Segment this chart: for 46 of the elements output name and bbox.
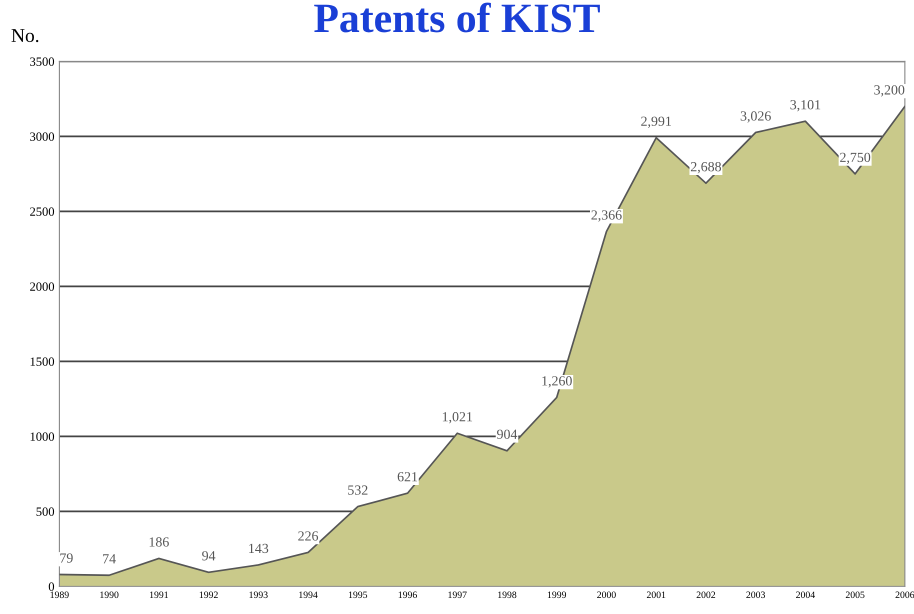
data-label: 532 bbox=[348, 485, 368, 495]
data-label: 904 bbox=[497, 430, 518, 439]
data-label: 2,366 bbox=[591, 210, 622, 222]
x-tick-label: 2006 bbox=[896, 592, 914, 598]
data-label: 79 bbox=[60, 553, 73, 563]
data-label: 2,688 bbox=[690, 162, 722, 174]
x-tick-label: 1995 bbox=[348, 592, 368, 598]
data-label: 186 bbox=[150, 537, 169, 547]
x-tick-label: 1990 bbox=[100, 592, 118, 598]
data-label: 621 bbox=[398, 472, 418, 482]
data-label: 74 bbox=[103, 554, 116, 564]
data-label: 3,200 bbox=[874, 85, 904, 97]
y-tick-label: 1500 bbox=[30, 357, 54, 366]
data-label: 2,991 bbox=[641, 116, 671, 128]
data-label: 3,101 bbox=[790, 100, 820, 112]
x-tick-label: 2000 bbox=[597, 592, 616, 598]
data-label: 143 bbox=[249, 544, 268, 554]
data-label: 1,021 bbox=[442, 412, 472, 424]
chart-title: Patents of KIST bbox=[314, 2, 600, 32]
y-tick-label: 1000 bbox=[30, 432, 54, 441]
data-label: 3,026 bbox=[740, 111, 771, 123]
x-tick-label: 2004 bbox=[796, 592, 815, 598]
x-tick-label: 1993 bbox=[249, 592, 268, 598]
data-label: 1,260 bbox=[542, 376, 572, 388]
y-tick-label: 3500 bbox=[30, 57, 54, 66]
x-tick-label: 2003 bbox=[746, 592, 766, 598]
x-tick-label: 1996 bbox=[398, 592, 417, 598]
y-tick-label: 3000 bbox=[30, 132, 54, 141]
x-tick-label: 1991 bbox=[150, 592, 168, 598]
x-tick-label: 1992 bbox=[200, 592, 218, 598]
x-tick-label: 1999 bbox=[548, 592, 566, 598]
x-tick-label: 2001 bbox=[646, 592, 666, 598]
x-tick-label: 1997 bbox=[448, 592, 467, 598]
data-label: 226 bbox=[298, 531, 318, 541]
x-tick-label: 1989 bbox=[50, 592, 69, 598]
y-tick-label: 2000 bbox=[30, 282, 54, 291]
y-tick-label: 2500 bbox=[30, 207, 54, 216]
y-tick-label: 500 bbox=[36, 507, 54, 516]
y-tick-label: 0 bbox=[48, 582, 54, 591]
y-axis-title: No. bbox=[12, 29, 38, 42]
x-tick-label: 2005 bbox=[846, 592, 864, 598]
x-tick-label: 1998 bbox=[498, 592, 516, 598]
x-tick-label: 1994 bbox=[299, 592, 318, 598]
x-tick-label: 2002 bbox=[696, 592, 716, 598]
data-label: 94 bbox=[202, 551, 216, 560]
data-label: 2,750 bbox=[840, 152, 870, 164]
